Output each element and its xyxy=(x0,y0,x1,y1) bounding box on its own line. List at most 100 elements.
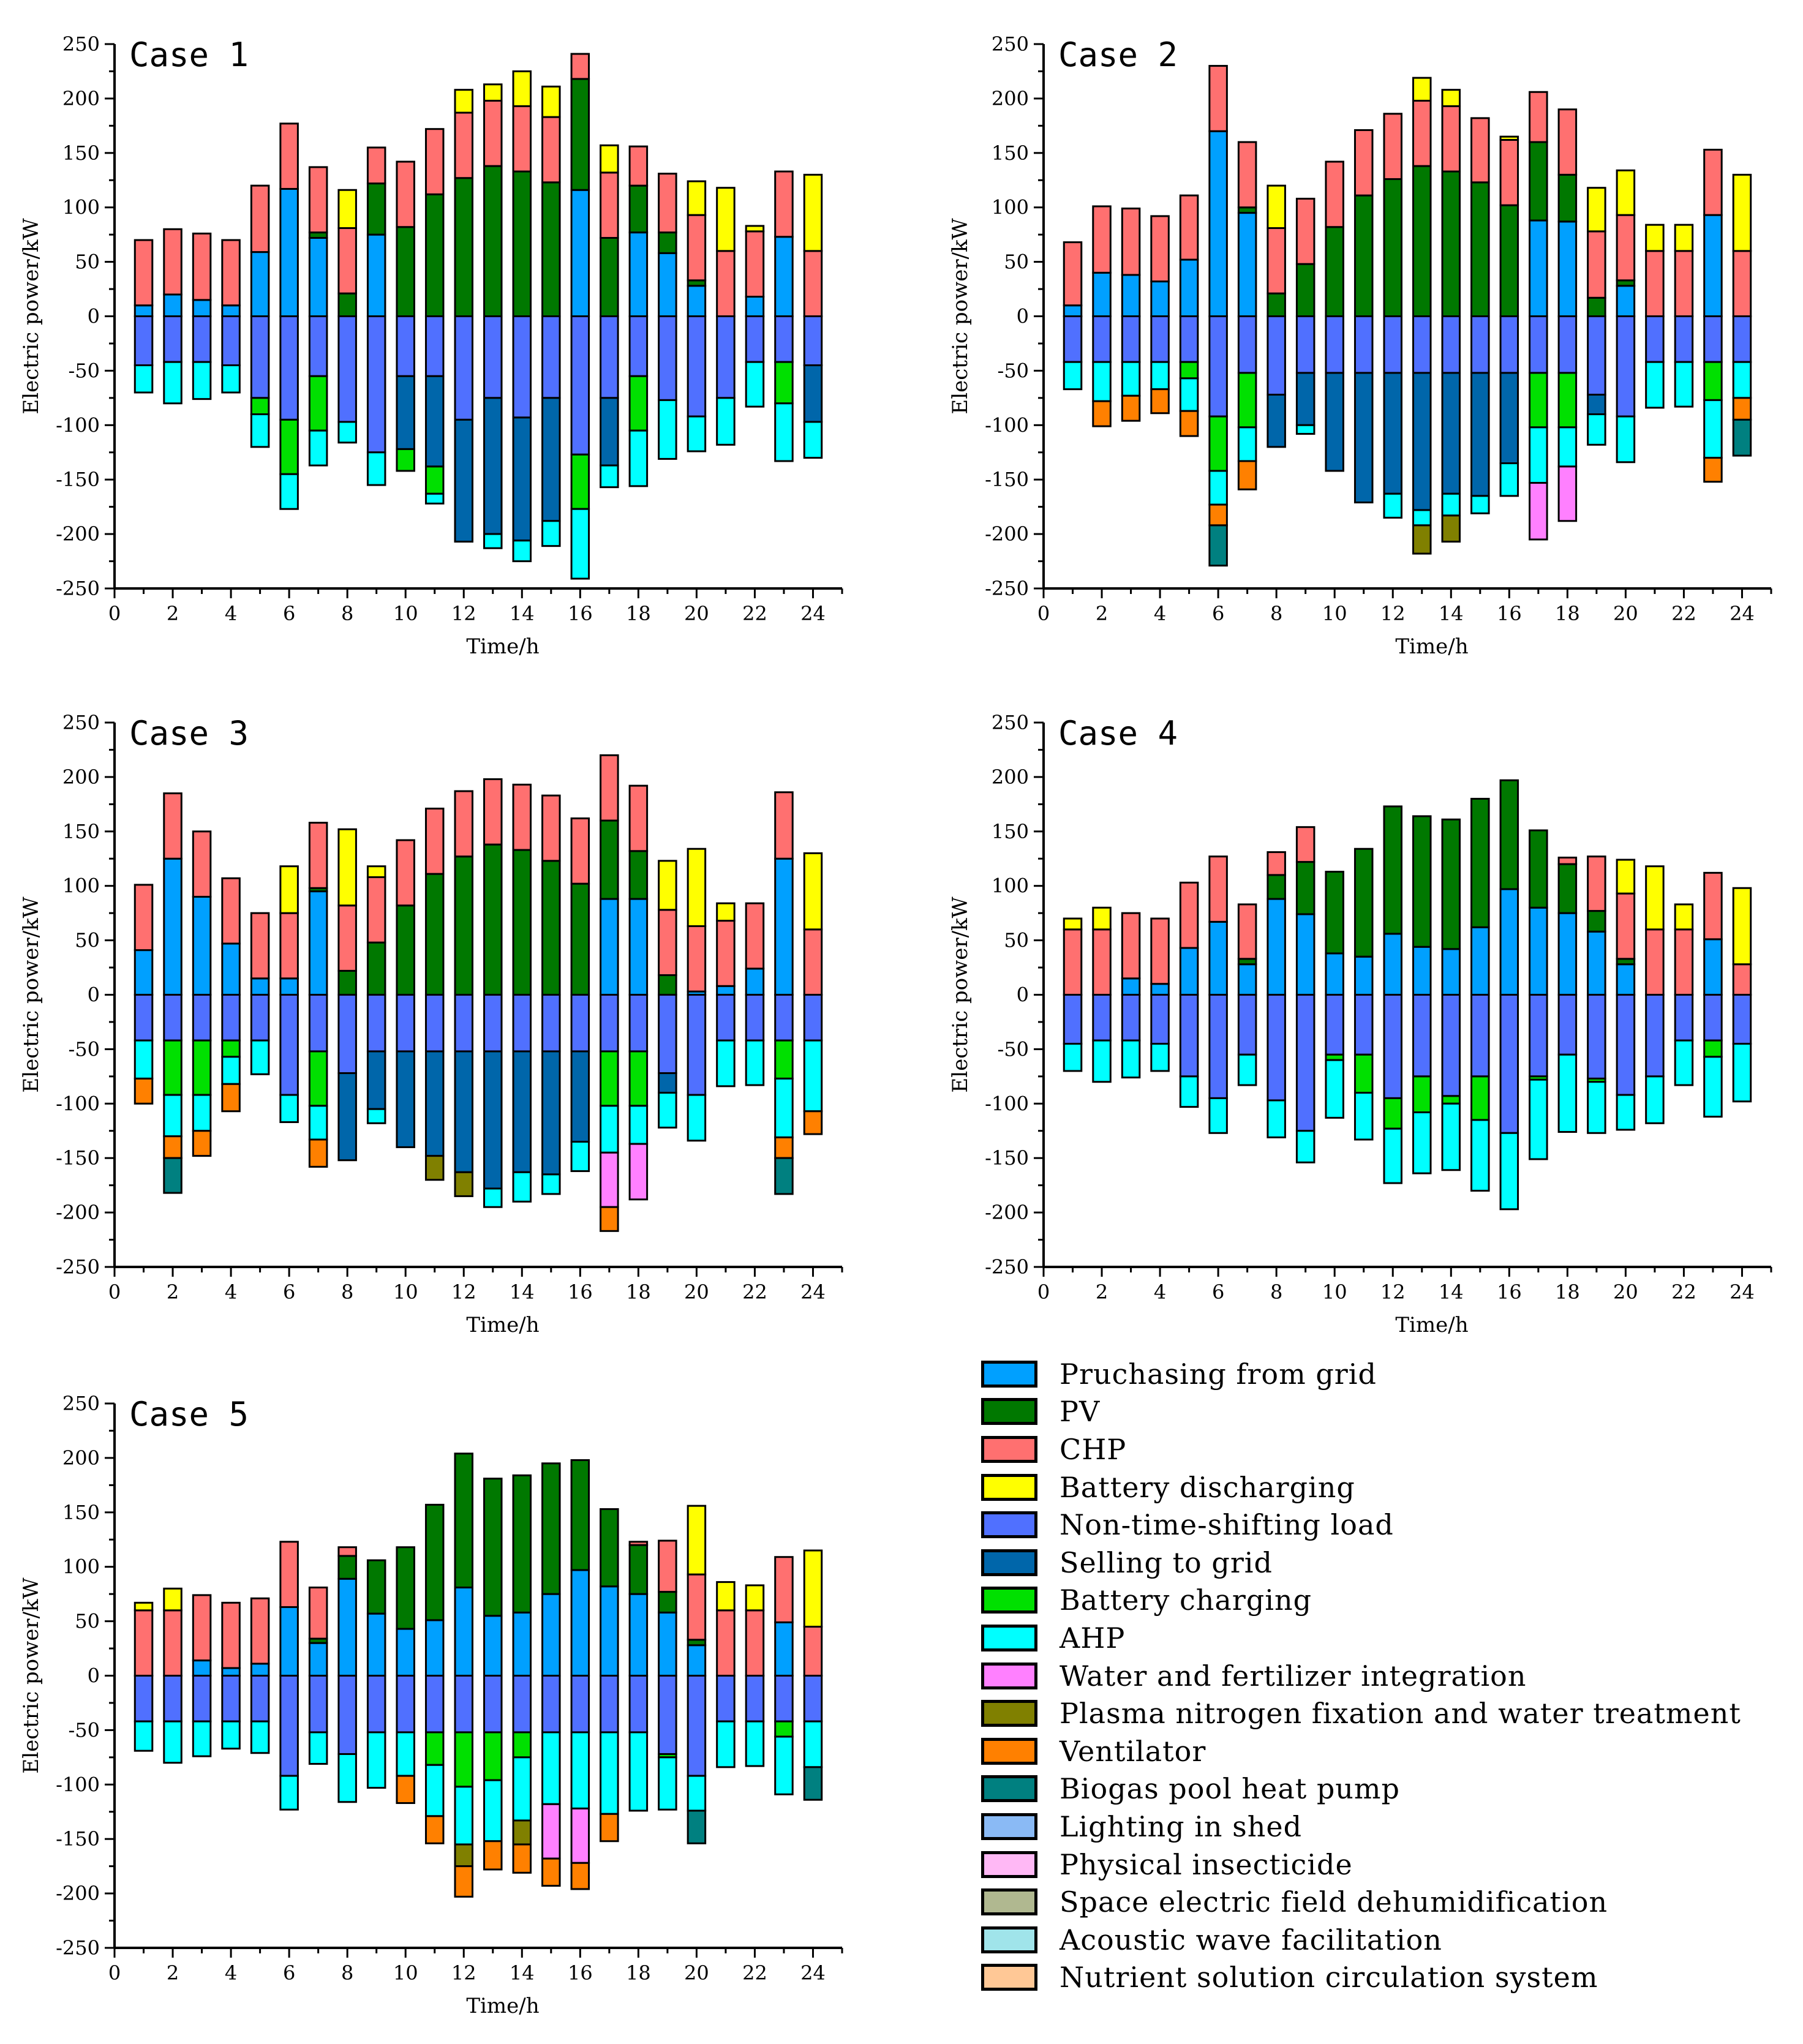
bar-ahp xyxy=(600,1731,619,1815)
bar-load xyxy=(1732,315,1752,363)
bar-pv xyxy=(1441,170,1461,317)
bar-ahp xyxy=(396,1731,415,1777)
bar-ahp xyxy=(250,1720,270,1754)
bar-load xyxy=(221,315,241,367)
legend-item-bd: Battery discharging xyxy=(981,1468,1741,1506)
bar-grid xyxy=(192,1659,212,1677)
bar-bd xyxy=(337,828,357,907)
bar-load xyxy=(803,994,823,1042)
bar-grid xyxy=(512,1611,532,1677)
x-tick-label: 20 xyxy=(1613,1280,1638,1304)
bar-chp xyxy=(716,250,736,318)
bar-load xyxy=(1121,994,1141,1042)
bar-chp xyxy=(512,105,532,173)
bar-grid xyxy=(600,898,619,996)
y-tick-label: -50 xyxy=(68,1718,100,1742)
bar-pv xyxy=(1557,863,1578,914)
bar-load xyxy=(1499,315,1519,374)
x-tick-label: 20 xyxy=(1613,602,1638,625)
bar-load xyxy=(512,315,532,419)
bar-pv xyxy=(396,904,415,996)
bar-chp xyxy=(774,1556,794,1623)
bar-ahp xyxy=(570,1141,590,1173)
bar-pv xyxy=(1353,847,1374,958)
bar-bd xyxy=(745,1584,765,1612)
bar-chp xyxy=(716,1609,736,1677)
bar-sell xyxy=(1470,372,1490,497)
bar-sell xyxy=(1441,372,1461,495)
bar-bd xyxy=(1587,187,1606,233)
bar-load xyxy=(308,1675,328,1734)
bar-grid xyxy=(1208,920,1228,996)
bar-bd xyxy=(483,83,503,102)
bar-bc xyxy=(1441,1095,1461,1105)
bar-ahp xyxy=(1499,462,1519,497)
bar-ahp xyxy=(279,473,299,510)
bar-ahp xyxy=(308,429,328,467)
bar-chp xyxy=(337,1546,357,1557)
bar-bc xyxy=(1383,1097,1402,1130)
bar-grid xyxy=(570,1569,590,1677)
bar-ahp xyxy=(1121,1039,1141,1079)
bar-grid xyxy=(1267,898,1286,996)
bar-pv xyxy=(541,860,561,996)
x-tick-label: 2 xyxy=(167,602,179,625)
bar-ahp xyxy=(250,1039,270,1075)
legend-label: Selling to grid xyxy=(1060,1546,1273,1579)
bar-load xyxy=(774,1675,794,1723)
y-tick-label: 50 xyxy=(75,250,100,274)
bar-grid xyxy=(337,1577,357,1677)
x-tick-label: 6 xyxy=(283,1961,295,1985)
case-title: Case 4 xyxy=(1058,714,1178,753)
bar-pv xyxy=(1529,141,1548,222)
bar-grid xyxy=(1237,963,1257,996)
legend-label: CHP xyxy=(1060,1432,1127,1466)
bar-bd xyxy=(337,189,357,229)
bar-grid xyxy=(1150,983,1170,996)
bar-load xyxy=(1441,994,1461,1097)
bar-grid xyxy=(774,857,794,996)
bar-sell xyxy=(424,375,445,468)
y-axis-label: Electric power/kW xyxy=(948,896,973,1092)
bar-sell xyxy=(1412,372,1432,511)
bar-chp xyxy=(1616,892,1636,960)
bar-ahp xyxy=(1732,361,1752,399)
bar-load xyxy=(1529,315,1548,374)
bar-bd xyxy=(658,860,677,911)
legend-item-plasma: Plasma nitrogen fixation and water treat… xyxy=(981,1694,1741,1732)
bar-vent xyxy=(1208,503,1228,527)
bar-vent xyxy=(600,1206,619,1232)
legend: Pruchasing from grid PV CHP Battery dischar… xyxy=(981,1355,1741,1996)
bar-sell xyxy=(396,375,415,450)
x-tick-label: 24 xyxy=(1730,1280,1755,1304)
legend-item-grid: Pruchasing from grid xyxy=(981,1355,1741,1393)
bar-load xyxy=(1383,315,1402,374)
bar-vent xyxy=(424,1815,445,1844)
bar-load xyxy=(1267,315,1286,396)
bar-chp xyxy=(337,904,357,972)
bar-chp xyxy=(366,876,386,944)
bar-bc xyxy=(279,418,299,475)
bar-pv xyxy=(570,882,590,996)
x-tick-label: 8 xyxy=(1270,1280,1282,1304)
x-tick-label: 22 xyxy=(742,602,767,625)
bar-pv xyxy=(424,193,445,318)
bar-chp xyxy=(483,99,503,167)
bar-load xyxy=(1616,994,1636,1096)
bar-pv xyxy=(366,941,386,996)
bar-ahp xyxy=(1645,1075,1665,1124)
bar-ahp xyxy=(1499,1132,1519,1211)
x-tick-label: 18 xyxy=(1555,602,1580,625)
bar-load xyxy=(396,1675,415,1734)
legend-label: Water and fertilizer integration xyxy=(1060,1659,1527,1693)
bar-ahp xyxy=(1237,1053,1257,1086)
bar-pv xyxy=(600,236,619,318)
bar-chp xyxy=(1557,856,1578,865)
x-tick-label: 18 xyxy=(1555,1280,1580,1304)
bar-load xyxy=(1325,994,1344,1056)
legend-swatch xyxy=(981,1662,1037,1689)
bar-pv xyxy=(1383,805,1402,935)
y-tick-label: 100 xyxy=(62,874,100,898)
bar-bd xyxy=(134,1601,154,1612)
